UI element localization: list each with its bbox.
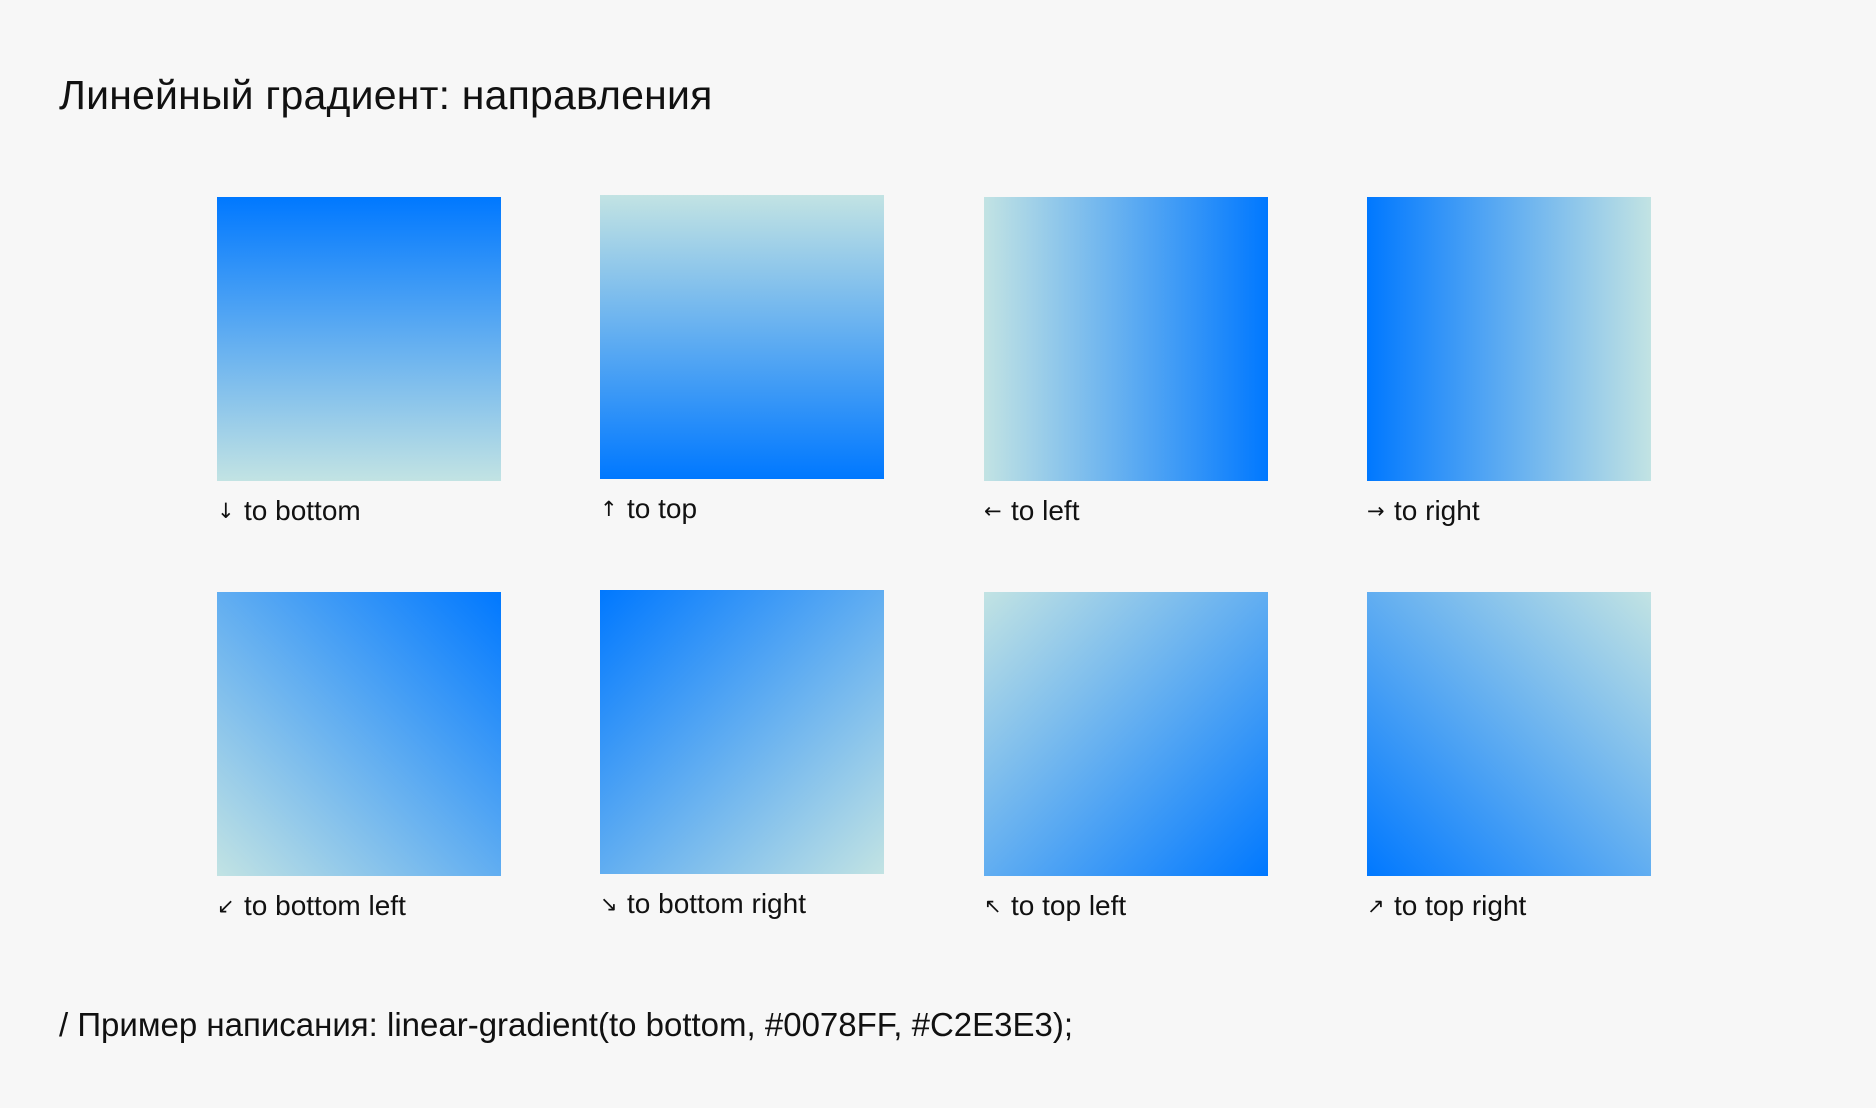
usage-example: / Пример написания: linear-gradient(to b… [59,1006,1074,1043]
caption-to-left: ← to left [984,495,1079,527]
arrow-up-left-icon: ↖ [984,894,1002,918]
arrow-left-icon: ← [984,499,1002,523]
arrow-down-left-icon: ↙ [217,894,235,918]
caption-label: to right [1394,495,1480,526]
caption-label: to bottom right [627,888,806,919]
caption-to-bottom-left: ↙ to bottom left [217,890,406,922]
page-title: Линейный градиент: направления [59,72,713,118]
caption-to-top-right: ↗ to top right [1367,890,1526,922]
caption-to-bottom: ↓ to bottom [217,495,361,527]
arrow-up-right-icon: ↗ [1367,894,1385,918]
caption-label: to top right [1394,890,1527,921]
caption-to-top: ↑ to top [600,493,697,525]
caption-to-right: → to right [1367,495,1480,527]
gradient-tile-to-top-right [1367,592,1651,876]
gradient-tile-to-right [1367,197,1651,481]
gradient-tile-to-bottom-left [217,592,501,876]
arrow-down-icon: ↓ [217,499,235,523]
arrow-right-icon: → [1367,499,1385,523]
gradient-tile-to-bottom [217,197,501,481]
caption-label: to bottom left [244,890,406,921]
caption-to-bottom-right: ↘ to bottom right [600,888,806,920]
gradient-tile-to-top-left [984,592,1268,876]
arrow-up-icon: ↑ [600,497,618,521]
caption-label: to top left [1011,890,1127,921]
gradient-tile-to-bottom-right [600,590,884,874]
gradient-tile-to-top [600,195,884,479]
caption-label: to bottom [244,495,361,526]
arrow-down-right-icon: ↘ [600,892,618,916]
gradient-tile-to-left [984,197,1268,481]
caption-to-top-left: ↖ to top left [984,890,1126,922]
caption-label: to left [1011,495,1080,526]
caption-label: to top [627,493,698,524]
